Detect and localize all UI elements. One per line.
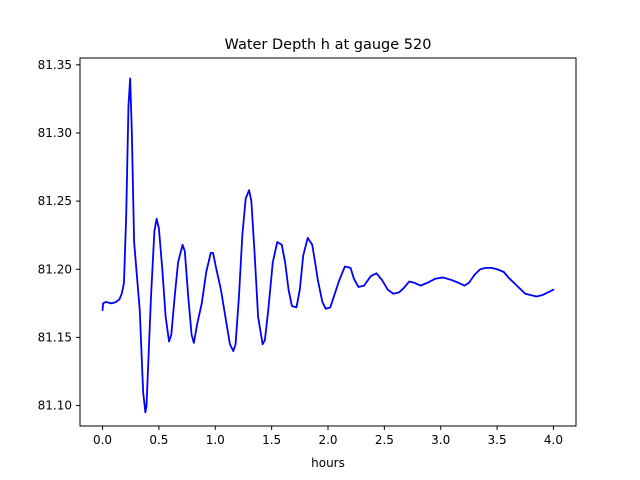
x-tick-label: 1.5	[262, 433, 281, 447]
x-tick-label: 4.0	[544, 433, 563, 447]
x-tick-label: 0.5	[149, 433, 168, 447]
x-tick-label: 0.0	[93, 433, 112, 447]
x-tick-label: 2.5	[375, 433, 394, 447]
series-line-0	[101, 77, 555, 414]
x-tick-label: 3.0	[431, 433, 450, 447]
y-tick-label: 81.25	[38, 194, 72, 208]
x-tick-label: 1.0	[206, 433, 225, 447]
y-tick-label: 81.20	[38, 262, 72, 276]
chart-title: Water Depth h at gauge 520	[225, 37, 432, 53]
y-tick-label: 81.35	[38, 58, 72, 72]
x-axis-label: hours	[311, 456, 345, 470]
y-tick-label: 81.15	[38, 330, 72, 344]
x-tick-label: 3.5	[488, 433, 507, 447]
plot-area: 0.0 0.5 1.0 1.5 2.0 2.5 3.0 3.5 4.0 81.10 81.15 81.…	[38, 57, 577, 447]
y-tick-label: 81.10	[38, 399, 72, 413]
x-tick-label: 2.0	[318, 433, 337, 447]
y-tick-label: 81.30	[38, 126, 72, 140]
